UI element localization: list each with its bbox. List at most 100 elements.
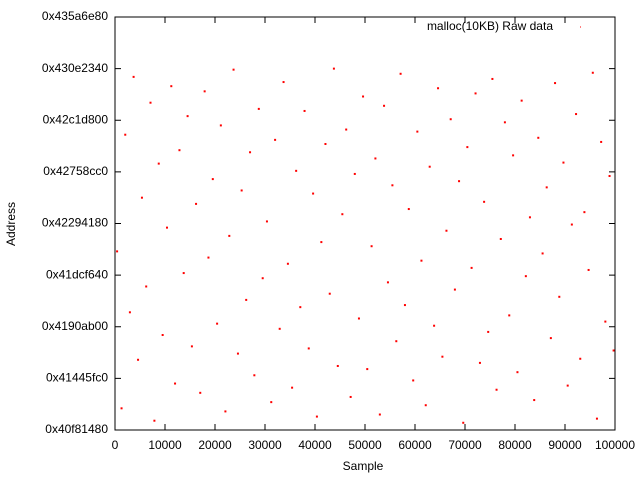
point — [278, 327, 281, 330]
point — [232, 68, 235, 71]
y-tick-label: 0x41dcf640 — [46, 267, 108, 281]
point — [332, 67, 335, 70]
legend-swatch — [580, 26, 581, 28]
point — [312, 192, 315, 195]
point — [462, 421, 465, 424]
point — [433, 324, 436, 327]
point — [441, 355, 444, 358]
point — [190, 345, 193, 348]
point — [249, 151, 252, 154]
point — [554, 82, 557, 85]
point — [307, 347, 310, 350]
point — [399, 72, 402, 75]
x-tick-label: 40000 — [298, 438, 332, 452]
point — [128, 311, 131, 314]
point — [407, 208, 410, 211]
point — [240, 189, 243, 192]
point — [378, 413, 381, 416]
point — [161, 334, 164, 337]
y-tick-label: 0x435a6e80 — [42, 9, 108, 23]
y-tick-label: 0x42758cc0 — [43, 164, 108, 178]
y-tick-label: 0x41445fc0 — [46, 371, 108, 385]
point — [491, 77, 494, 80]
point — [374, 157, 377, 160]
point — [219, 124, 222, 127]
point — [224, 410, 227, 413]
point — [303, 109, 306, 112]
point — [270, 401, 273, 404]
x-tick-label: 70000 — [448, 438, 482, 452]
point — [487, 330, 490, 333]
point — [437, 87, 440, 90]
y-axis-label: Address — [4, 202, 18, 246]
point — [153, 419, 156, 422]
point — [137, 358, 140, 361]
x-tick-label: 60000 — [398, 438, 432, 452]
y-tick-label: 0x42c1d800 — [43, 112, 109, 126]
x-tick-label: 100000 — [595, 438, 635, 452]
point — [320, 241, 323, 244]
point — [140, 196, 143, 199]
point — [608, 175, 611, 178]
point — [295, 169, 298, 172]
point — [453, 288, 456, 291]
point — [528, 216, 531, 219]
point — [604, 320, 607, 323]
point — [412, 379, 415, 382]
point — [445, 229, 448, 232]
point — [120, 407, 123, 410]
point — [157, 162, 160, 165]
point — [575, 113, 578, 116]
point — [253, 374, 256, 377]
point — [199, 391, 202, 394]
point — [587, 268, 590, 271]
point — [508, 314, 511, 317]
x-axis-label: Sample — [343, 459, 384, 473]
point — [420, 259, 423, 262]
point — [503, 121, 506, 124]
point — [370, 245, 373, 248]
point — [458, 180, 461, 183]
point — [236, 352, 239, 355]
point — [265, 220, 268, 223]
point — [186, 115, 189, 118]
point — [474, 92, 477, 95]
point — [116, 250, 119, 253]
point — [466, 146, 469, 149]
point — [386, 281, 389, 284]
point — [166, 226, 168, 229]
point — [282, 81, 285, 84]
point — [595, 417, 598, 420]
point — [228, 234, 231, 237]
x-tick-label: 50000 — [348, 438, 382, 452]
x-tick-label: 10000 — [148, 438, 182, 452]
point — [395, 340, 398, 343]
point — [149, 101, 152, 104]
point — [195, 202, 198, 205]
point — [274, 138, 277, 141]
point — [483, 200, 486, 203]
y-tick-label: 0x4190ab00 — [42, 319, 108, 333]
point — [533, 399, 536, 402]
point — [583, 211, 586, 214]
y-tick-label: 0x40f81480 — [45, 422, 108, 436]
point — [362, 95, 365, 98]
point — [428, 165, 431, 168]
point — [545, 186, 548, 189]
point — [495, 388, 498, 391]
point — [562, 161, 565, 164]
point — [291, 386, 294, 389]
point — [353, 172, 356, 175]
point — [336, 364, 339, 367]
point — [612, 349, 615, 352]
legend-label: malloc(10KB) Raw data — [427, 19, 553, 33]
point — [512, 154, 515, 157]
point — [520, 99, 523, 102]
point — [499, 237, 502, 240]
point — [174, 382, 177, 385]
x-tick-label: 20000 — [198, 438, 232, 452]
point — [579, 357, 582, 360]
point — [341, 213, 344, 216]
plot-frame — [114, 16, 616, 431]
point — [245, 298, 248, 301]
